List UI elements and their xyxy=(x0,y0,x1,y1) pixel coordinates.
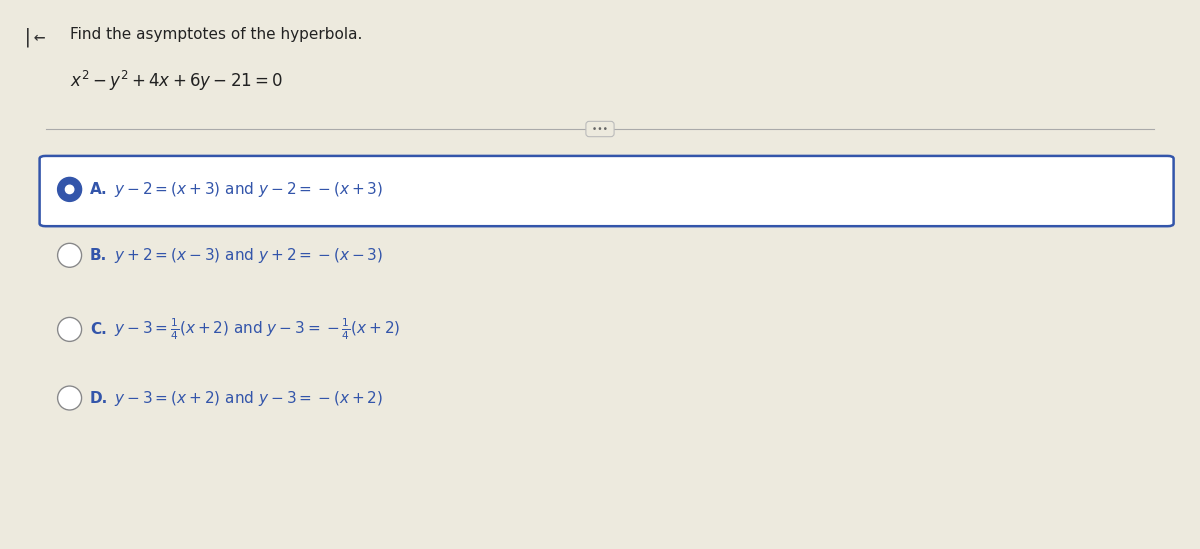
Ellipse shape xyxy=(58,386,82,410)
Text: $y - 3 = (x + 2)$ and $y - 3 = -(x + 2)$: $y - 3 = (x + 2)$ and $y - 3 = -(x + 2)$ xyxy=(114,389,383,407)
Text: C.: C. xyxy=(90,322,107,337)
Ellipse shape xyxy=(58,317,82,341)
Text: B.: B. xyxy=(90,248,107,263)
Text: $y - 2 = (x + 3)$ and $y - 2 = -(x + 3)$: $y - 2 = (x + 3)$ and $y - 2 = -(x + 3)$ xyxy=(114,180,383,199)
Text: $x^2 - y^2 + 4x + 6y - 21 = 0$: $x^2 - y^2 + 4x + 6y - 21 = 0$ xyxy=(70,69,283,93)
Text: $y - 3 = \frac{1}{4}(x + 2)$ and $y - 3 = -\frac{1}{4}(x + 2)$: $y - 3 = \frac{1}{4}(x + 2)$ and $y - 3 … xyxy=(114,317,401,342)
Text: Find the asymptotes of the hyperbola.: Find the asymptotes of the hyperbola. xyxy=(70,27,362,42)
Text: $y + 2 = (x - 3)$ and $y + 2 = -(x - 3)$: $y + 2 = (x - 3)$ and $y + 2 = -(x - 3)$ xyxy=(114,246,383,265)
Text: D.: D. xyxy=(90,390,108,406)
Ellipse shape xyxy=(58,243,82,267)
Text: •••: ••• xyxy=(589,125,611,133)
Text: |←: |← xyxy=(22,27,46,47)
Text: A.: A. xyxy=(90,182,108,197)
Ellipse shape xyxy=(66,185,74,194)
FancyBboxPatch shape xyxy=(40,156,1174,226)
Ellipse shape xyxy=(58,177,82,201)
